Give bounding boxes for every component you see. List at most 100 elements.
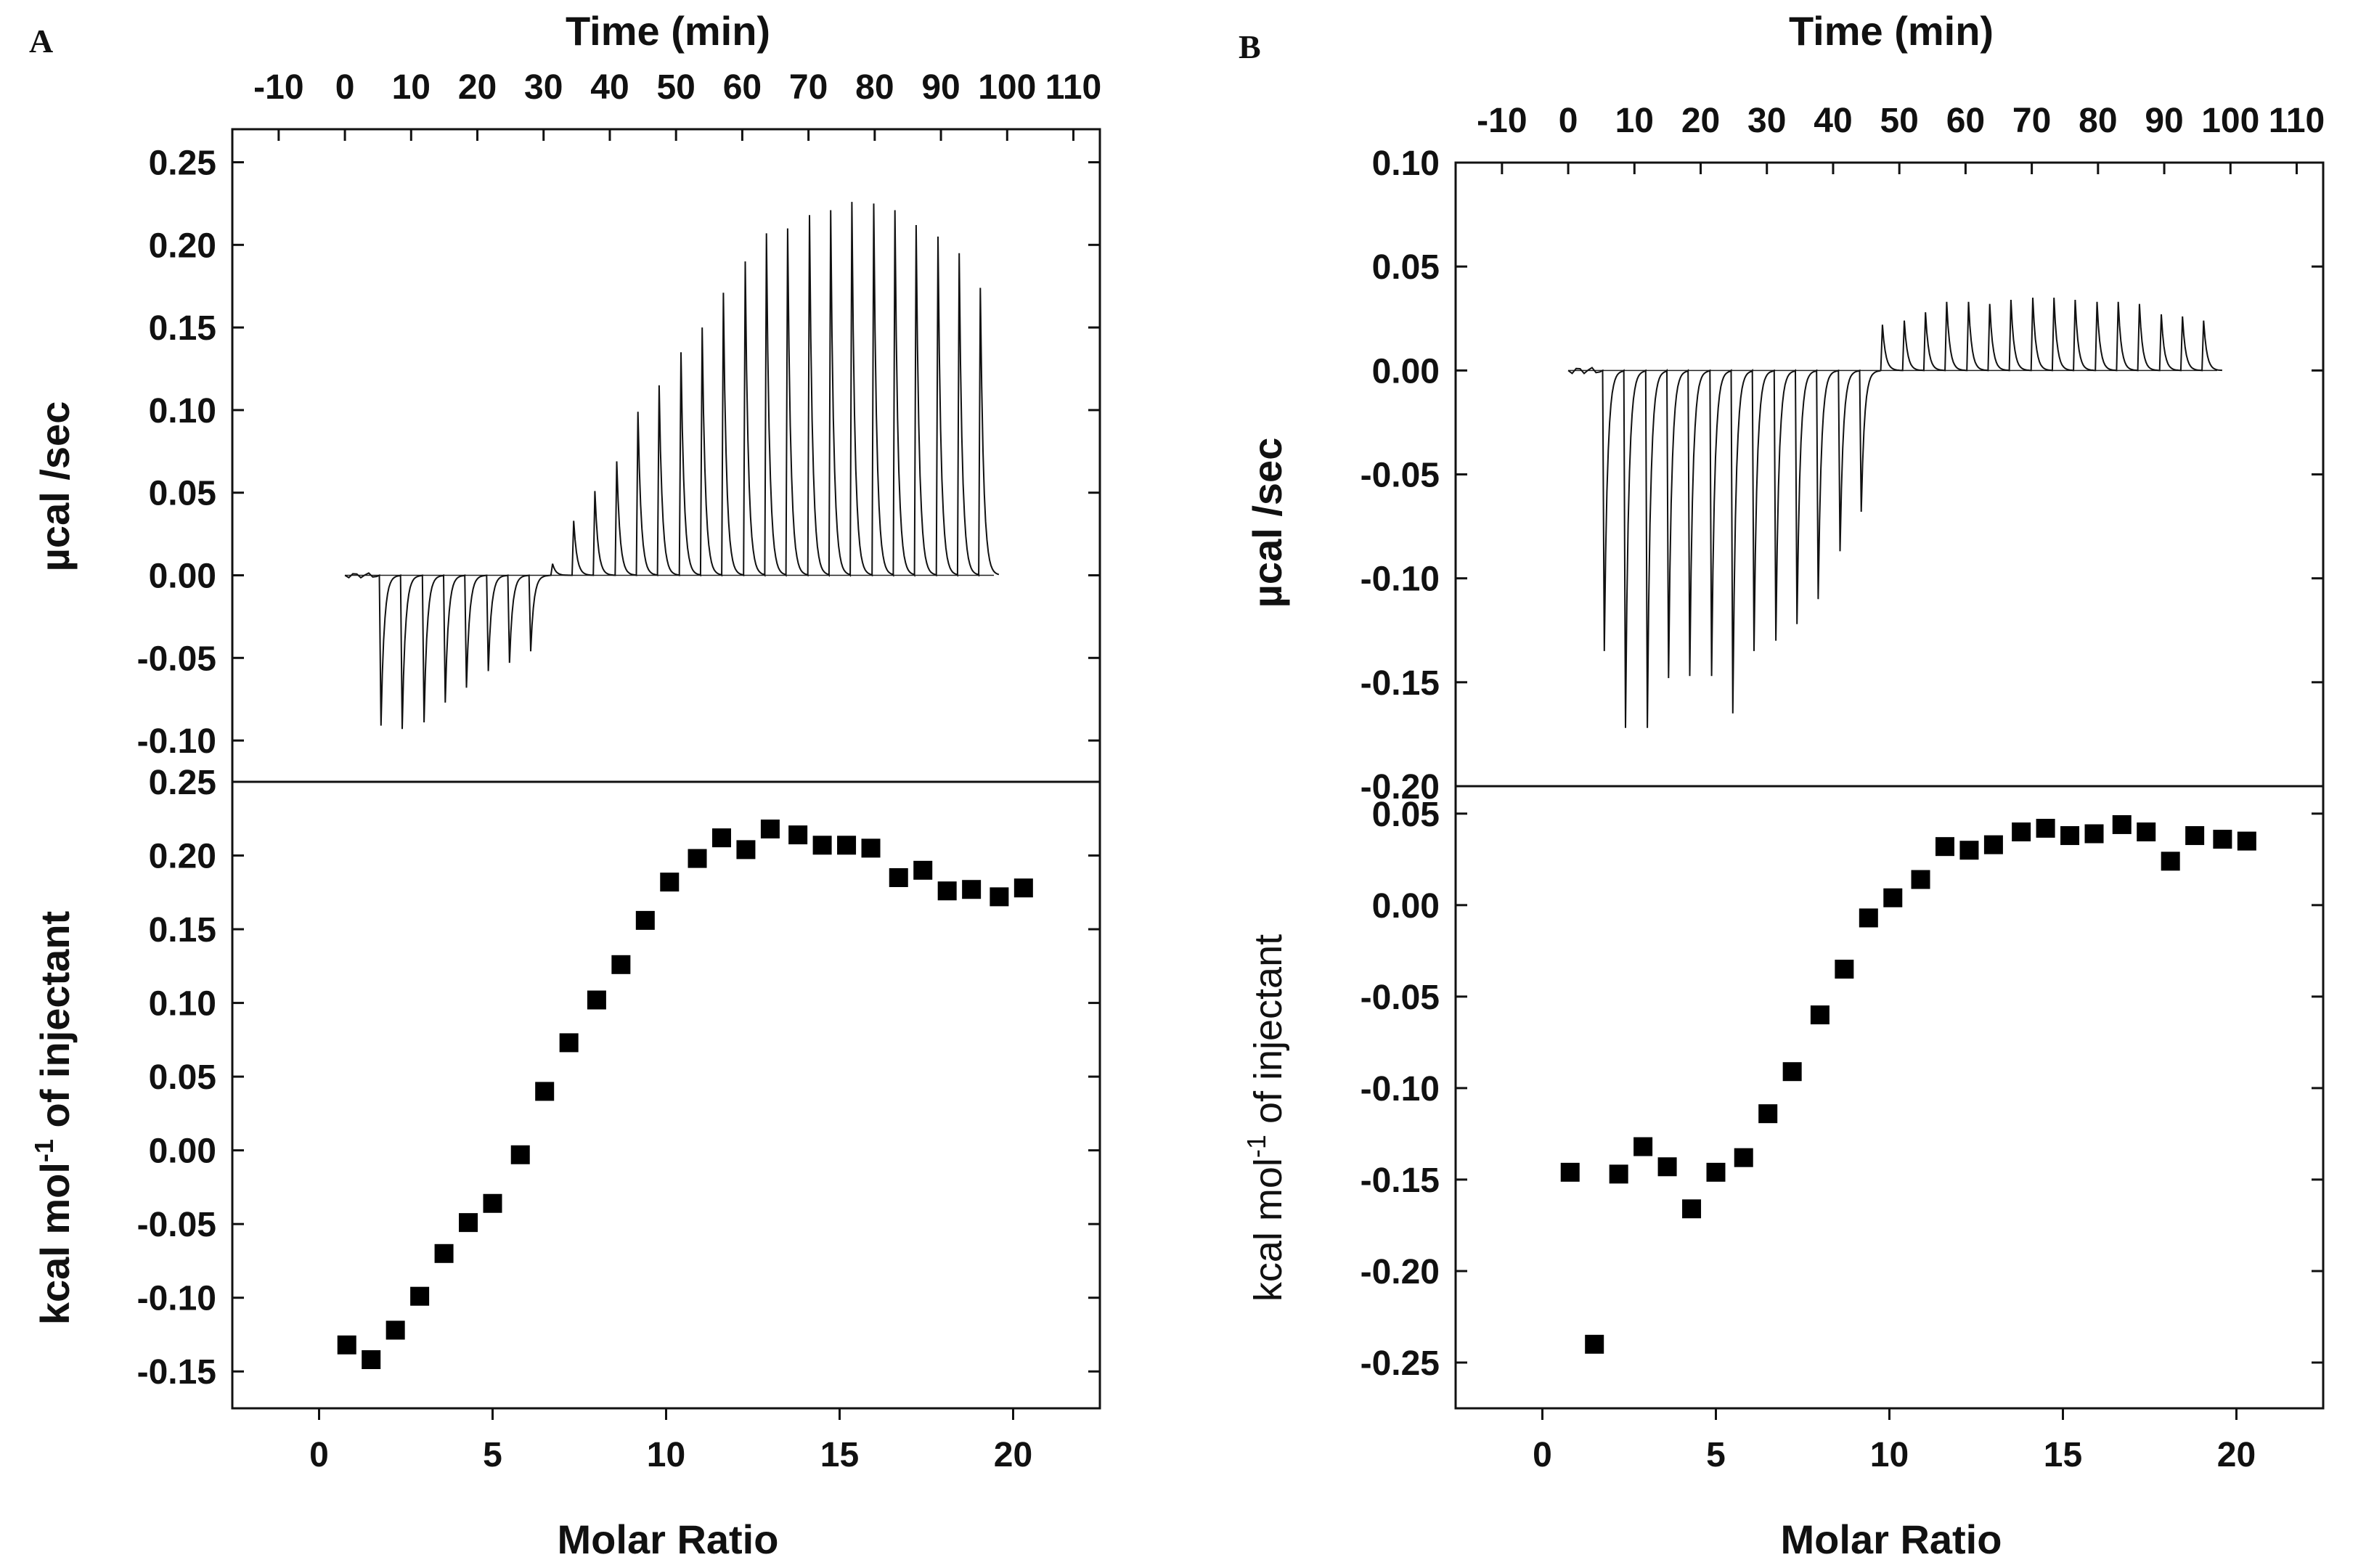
panel-a-top-axis-title: Time (min) [566, 8, 770, 54]
data-point [611, 955, 631, 974]
x-tick-label-top: 30 [1747, 102, 1786, 140]
y-tick-label: 0.00 [1372, 887, 1440, 926]
y-tick-label: 0.15 [149, 911, 216, 950]
x-tick-label-top: 20 [458, 68, 497, 107]
data-point [459, 1213, 478, 1233]
data-point [2185, 826, 2205, 846]
data-point [362, 1349, 381, 1369]
y-tick-label: -0.10 [1361, 1070, 1440, 1108]
x-tick-label-bottom: 10 [647, 1436, 685, 1474]
y-tick-label: -0.05 [137, 640, 216, 678]
data-point [2137, 822, 2156, 842]
data-point [962, 880, 982, 899]
y-tick-label: 0.00 [149, 558, 216, 596]
panel-a-bottom-axis-title: Molar Ratio [558, 1516, 779, 1562]
data-point [1013, 878, 1033, 898]
panel-b-bottom-axis-title: Molar Ratio [1781, 1516, 2002, 1562]
data-point [410, 1286, 430, 1306]
x-tick-label-bottom: 20 [2217, 1436, 2256, 1474]
x-tick-label-bottom: 0 [309, 1436, 329, 1474]
data-point [2112, 814, 2132, 834]
data-point [1609, 1164, 1628, 1184]
y-tick-label: -0.05 [137, 1206, 216, 1244]
data-point [483, 1193, 502, 1213]
y-tick-label: 0.10 [149, 985, 216, 1024]
data-point [736, 840, 756, 859]
data-point [760, 819, 780, 838]
data-point [812, 836, 832, 855]
y-tick-label: 0.25 [149, 764, 216, 802]
data-point [2161, 852, 2180, 871]
y-tick-label: -0.15 [137, 1353, 216, 1392]
x-tick-label-bottom: 15 [820, 1436, 859, 1474]
panel-b-top-axis-title: Time (min) [1789, 8, 1994, 54]
data-point [990, 887, 1009, 907]
y-tick-label: -0.15 [1361, 1161, 1440, 1200]
x-tick-label-top: 30 [524, 68, 563, 107]
x-tick-label-bottom: 10 [1870, 1436, 1909, 1474]
data-point [1734, 1148, 1753, 1167]
data-point [1782, 1062, 1802, 1082]
data-point [1633, 1137, 1653, 1156]
data-point [2012, 822, 2031, 842]
data-point [2084, 824, 2104, 844]
y-tick-label: 0.05 [149, 1058, 216, 1097]
data-point [1682, 1199, 1702, 1219]
x-tick-label-bottom: 15 [2044, 1436, 2082, 1474]
panel-label-a: A [29, 23, 53, 60]
data-point [1560, 1162, 1580, 1182]
x-tick-label-top: 110 [2269, 102, 2325, 140]
data-point [1758, 1104, 1778, 1124]
data-point [337, 1335, 356, 1355]
x-tick-label-top: -10 [253, 68, 303, 107]
data-point [937, 881, 957, 901]
y-tick-label: 0.05 [1372, 248, 1440, 287]
x-tick-label-top: 90 [921, 68, 960, 107]
data-point [1959, 841, 1979, 860]
x-tick-label-top: 100 [978, 68, 1036, 107]
x-tick-label-top: 60 [1946, 102, 1985, 140]
data-point [788, 825, 808, 845]
x-tick-label-top: 110 [1045, 68, 1101, 107]
data-point [1911, 870, 1930, 889]
data-point [1859, 908, 1878, 928]
x-tick-label-top: 0 [335, 68, 355, 107]
x-tick-label-bottom: 20 [994, 1436, 1032, 1474]
data-point [1657, 1157, 1677, 1177]
data-point [2060, 826, 2080, 846]
data-point [1935, 837, 1954, 857]
x-tick-label-top: 70 [789, 68, 828, 107]
panel-a-integrated-heats: 0 5 10 15 20 -0.15 -0.10 -0.05 0.00 0.05 0.10 0.15 0… [137, 764, 1101, 1474]
panel-a-enthalpy-ylabel: kcal mol-1 of injectant [29, 911, 78, 1325]
data-point [1835, 960, 1854, 979]
x-tick-label-top: 40 [590, 68, 629, 107]
y-tick-label: 0.00 [149, 1132, 216, 1171]
y-tick-label: -0.05 [1361, 457, 1440, 495]
x-tick-label-top: 100 [2201, 102, 2259, 140]
data-point [434, 1244, 454, 1263]
data-point [2213, 830, 2232, 849]
y-tick-label: -0.15 [1361, 664, 1440, 703]
y-tick-label: 0.20 [149, 226, 216, 265]
x-tick-label-bottom: 5 [483, 1436, 502, 1474]
y-tick-label: 0.00 [1372, 352, 1440, 391]
y-tick-label: 0.05 [149, 475, 216, 513]
x-tick-label-top: 80 [2079, 102, 2117, 140]
panel-b-enthalpy-ylabel: kcal mol-1 of injectant [1241, 934, 1290, 1302]
x-tick-label-bottom: 0 [1533, 1436, 1552, 1474]
data-point [1883, 888, 1903, 907]
panel-b-integrated-heats: 0 5 10 15 20 -0.25 -0.20 -0.15 -0.10 -0.05 0.00 0.0… [1361, 785, 2325, 1474]
x-tick-label-top: -10 [1477, 102, 1527, 140]
y-tick-label: -0.20 [1361, 1253, 1440, 1291]
data-point [386, 1320, 405, 1340]
data-point [510, 1145, 530, 1164]
panel-label-b: B [1239, 28, 1261, 65]
y-tick-label: 0.15 [149, 309, 216, 348]
x-tick-label-top: 10 [1615, 102, 1654, 140]
y-tick-label: -0.10 [137, 1280, 216, 1318]
thermogram-trace [1567, 298, 2222, 728]
x-tick-label-top: 60 [723, 68, 762, 107]
y-tick-label: -0.10 [137, 722, 216, 761]
